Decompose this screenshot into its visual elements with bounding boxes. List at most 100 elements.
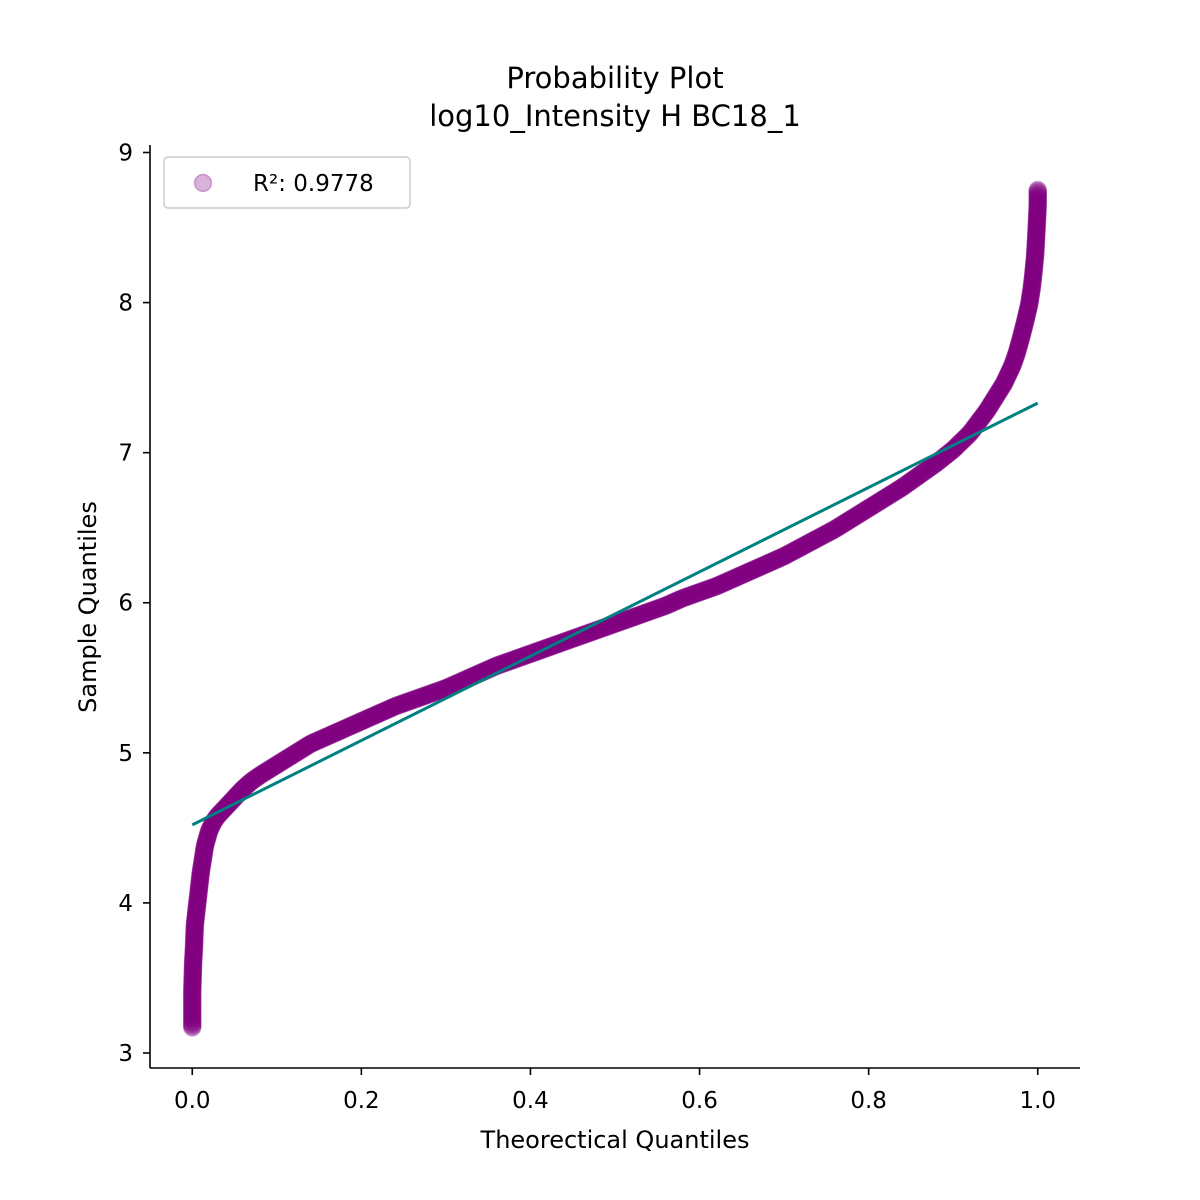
x-tick-label: 0.0 bbox=[174, 1088, 211, 1114]
scatter-point bbox=[992, 378, 1011, 397]
scatter-point bbox=[790, 538, 809, 558]
scatter-point bbox=[748, 558, 768, 578]
y-axis-ticks: 3 4 5 6 7 8 9 bbox=[118, 141, 150, 1067]
scatter-point bbox=[435, 679, 454, 699]
scatter-point bbox=[310, 730, 329, 750]
scatter-point bbox=[875, 489, 894, 508]
scatter-point bbox=[975, 403, 995, 423]
scatter-point bbox=[887, 481, 906, 501]
scatter-point bbox=[918, 459, 938, 479]
scatter-point bbox=[408, 689, 427, 708]
scatter-point bbox=[1028, 198, 1047, 218]
scatter-point bbox=[1021, 283, 1041, 303]
scatter-point bbox=[817, 524, 837, 543]
scatter-point bbox=[196, 835, 215, 854]
scatter-point bbox=[759, 553, 778, 573]
scatter-point bbox=[422, 684, 442, 703]
scatter-point bbox=[1004, 353, 1023, 373]
scatter-series bbox=[183, 180, 1047, 1037]
scatter-point bbox=[307, 731, 327, 751]
scatter-point bbox=[183, 1009, 202, 1029]
scatter-point bbox=[397, 693, 416, 712]
scatter-point bbox=[751, 557, 770, 576]
scatter-point bbox=[243, 771, 262, 790]
scatter-point bbox=[366, 705, 385, 725]
scatter-point bbox=[632, 605, 652, 624]
scatter-point bbox=[191, 863, 210, 883]
scatter-point bbox=[781, 543, 800, 563]
scatter-point bbox=[811, 527, 830, 547]
scatter-point bbox=[315, 728, 335, 747]
scatter-point bbox=[365, 706, 384, 725]
scatter-point bbox=[859, 498, 878, 518]
scatter-point bbox=[1026, 242, 1045, 262]
scatter-point bbox=[374, 702, 393, 721]
scatter-point bbox=[183, 975, 202, 994]
scatter-point bbox=[183, 980, 202, 1000]
scatter-point bbox=[421, 684, 440, 704]
scatter-point bbox=[193, 852, 212, 871]
scatter-point bbox=[687, 583, 706, 603]
scatter-point bbox=[1019, 298, 1038, 318]
scatter-point bbox=[318, 727, 337, 746]
scatter-point bbox=[785, 541, 804, 560]
scatter-point bbox=[1007, 342, 1027, 362]
scatter-point bbox=[411, 688, 430, 707]
scatter-point bbox=[1011, 327, 1031, 347]
scatter-point bbox=[1027, 216, 1046, 236]
scatter-point bbox=[183, 1000, 202, 1020]
scatter-point bbox=[618, 610, 637, 629]
scatter-point bbox=[885, 482, 905, 501]
scatter-point bbox=[864, 495, 883, 515]
scatter-point bbox=[735, 564, 755, 583]
scatter-point bbox=[657, 595, 677, 615]
scatter-point bbox=[643, 601, 663, 620]
scatter-point bbox=[650, 598, 670, 618]
scatter-point bbox=[1008, 338, 1028, 358]
scatter-point bbox=[191, 862, 211, 881]
scatter-point bbox=[697, 580, 716, 599]
scatter-point bbox=[348, 713, 367, 733]
scatter-point bbox=[767, 550, 786, 569]
scatter-point bbox=[187, 899, 206, 919]
scatter-point bbox=[183, 955, 203, 974]
scatter-point bbox=[661, 594, 681, 613]
scatter-point bbox=[383, 698, 402, 717]
scatter-point bbox=[789, 539, 808, 558]
scatter-point bbox=[193, 850, 212, 870]
scatter-point bbox=[271, 753, 290, 772]
scatter-point bbox=[1011, 329, 1031, 348]
scatter-point bbox=[1022, 279, 1041, 299]
scatter-point bbox=[340, 717, 359, 736]
scatter-point bbox=[783, 542, 803, 561]
scatter-point bbox=[993, 376, 1012, 396]
scatter-point bbox=[662, 593, 682, 613]
scatter-point bbox=[910, 465, 929, 485]
scatter-point bbox=[414, 687, 433, 706]
scatter-point bbox=[904, 470, 923, 489]
scatter-point bbox=[1003, 355, 1023, 374]
scatter-point bbox=[1013, 321, 1033, 340]
scatter-point bbox=[183, 976, 202, 996]
scatter-point bbox=[741, 561, 760, 581]
scatter-point bbox=[1027, 217, 1046, 237]
scatter-point bbox=[638, 603, 657, 622]
scatter-point bbox=[791, 537, 811, 557]
scatter-point bbox=[1009, 337, 1028, 357]
scatter-point bbox=[842, 509, 861, 528]
scatter-point bbox=[183, 966, 202, 986]
scatter-point bbox=[1000, 362, 1019, 382]
scatter-point bbox=[746, 559, 765, 579]
scatter-point bbox=[690, 582, 709, 602]
scatter-point bbox=[997, 369, 1016, 388]
scatter-point bbox=[619, 609, 639, 629]
scatter-point bbox=[1021, 285, 1041, 304]
scatter-point bbox=[884, 483, 904, 502]
scatter-point bbox=[836, 513, 855, 532]
scatter-point bbox=[649, 599, 668, 618]
scatter-point bbox=[980, 396, 1000, 415]
scatter-point bbox=[185, 916, 205, 935]
scatter-point bbox=[1027, 208, 1047, 227]
scatter-point bbox=[976, 402, 996, 422]
scatter-point bbox=[614, 611, 633, 631]
